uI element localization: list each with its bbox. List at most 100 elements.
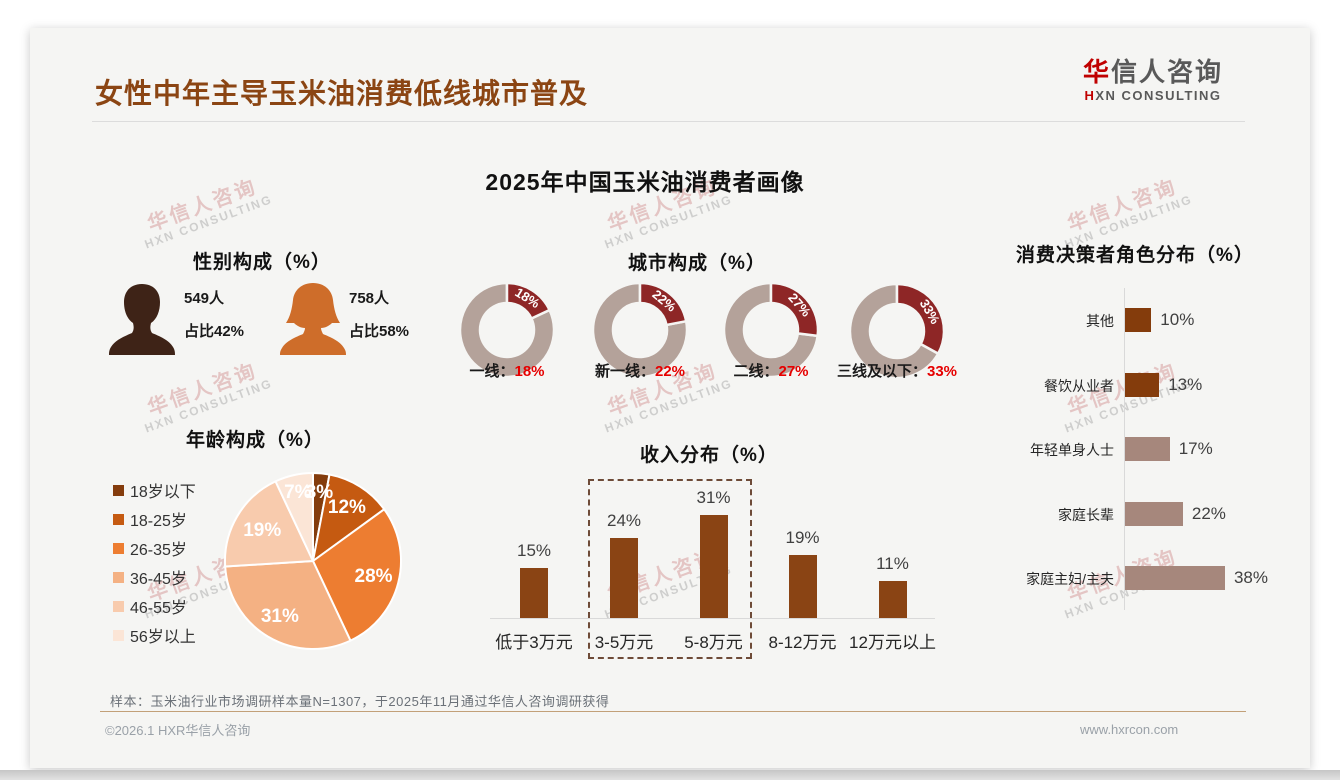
legend-item: 56岁以上 [113, 626, 196, 646]
legend-swatch [113, 484, 124, 496]
donut-rest-slice [591, 281, 689, 379]
income-bar [878, 581, 907, 618]
income-bar [520, 568, 548, 618]
income-bar [788, 554, 817, 618]
company-logo: 华信人咨询 HXN CONSULTING [1063, 57, 1243, 104]
donut-caption: 新一线：22% [555, 360, 725, 381]
donut-caption-value: 27% [778, 363, 809, 380]
sample-note: 样本：玉米油行业市场调研样本量N=1307，于2025年11月通过华信人咨询调研… [110, 694, 610, 709]
gender-section-title: 性别构成（%） [193, 252, 331, 273]
decision-bar-value: 13% [1168, 374, 1203, 394]
copyright-text: ©2026.1 HXR华信人咨询 [105, 723, 251, 738]
donut-caption: 三线及以下：33% [812, 360, 982, 381]
decision-category-label: 其他 [1086, 313, 1114, 329]
donut-chart: 33% [848, 282, 946, 380]
income-bar-value: 19% [785, 527, 820, 547]
donut-caption-name: 三线及以下： [836, 363, 927, 380]
legend-item: 18岁以下 [113, 481, 196, 501]
legend-swatch [113, 542, 124, 554]
decision-category-label: 家庭长辈 [1058, 506, 1114, 523]
pie-slice [224, 560, 352, 650]
logo-en-accent: H [1084, 87, 1096, 103]
female-icon [280, 283, 346, 355]
decision-category-label: 家庭主妇/主夫 [1026, 571, 1114, 587]
age-pie-chart [224, 472, 402, 650]
pie-slice-label: 7% [284, 482, 312, 504]
female-count: 758人 [349, 290, 390, 307]
decision-bar [1125, 308, 1152, 332]
logo-chinese: 华信人咨询 [1063, 57, 1243, 88]
male-icon [109, 284, 175, 355]
pie-slice-label: 3% [305, 481, 334, 503]
logo-cn-accent: 华 [1082, 57, 1111, 87]
pie-slice-label: 12% [327, 496, 366, 518]
decision-section-title: 消费决策者角色分布（%） [1016, 245, 1254, 266]
donut-chart: 22% [591, 281, 689, 379]
legend-label: 18-25岁 [130, 513, 187, 530]
decision-bar [1125, 372, 1160, 397]
window-bottom-strip [0, 770, 1340, 780]
donut-caption-name: 二线： [733, 363, 779, 380]
slide-card [30, 28, 1310, 768]
donut-highlight-slice [895, 282, 946, 356]
legend-item: 36-45岁 [113, 568, 187, 588]
decision-bar-value: 38% [1233, 568, 1268, 587]
website-url: www.hxrcon.com [1080, 722, 1179, 737]
donut-chart: 18% [458, 281, 556, 379]
donut-caption-value: 22% [654, 363, 686, 380]
decision-bar [1125, 437, 1170, 461]
chart-main-title: 2025年中国玉米油消费者画像 [485, 169, 805, 195]
income-category-label: 5-8万元 [684, 633, 743, 652]
donut-caption: 二线：27% [686, 360, 856, 381]
pie-slice [312, 473, 386, 562]
decision-category-label: 年轻单身人士 [1030, 442, 1114, 458]
income-category-label: 低于3万元 [495, 633, 573, 652]
income-bar-value: 11% [876, 554, 909, 574]
legend-label: 18岁以下 [130, 484, 196, 501]
donut-caption-name: 一线： [469, 363, 515, 380]
donut-highlight-slice [769, 281, 820, 338]
logo-en-rest: XN CONSULTING [1095, 87, 1222, 103]
donut-rest-slice [848, 282, 940, 380]
legend-swatch [113, 513, 124, 525]
decision-bar-value: 10% [1160, 310, 1195, 329]
donut-rest-slice [458, 281, 556, 379]
donut-rest-slice [722, 281, 820, 379]
legend-item: 46-55岁 [113, 597, 187, 617]
legend-swatch [113, 629, 124, 641]
legend-item: 18-25岁 [113, 510, 187, 530]
decision-category-label: 餐饮从业者 [1044, 377, 1114, 394]
income-bar [610, 538, 638, 618]
income-axis [490, 618, 935, 619]
city-section-title: 城市构成（%） [628, 253, 766, 274]
header-divider [92, 121, 1245, 122]
legend-label: 56岁以上 [130, 629, 196, 646]
decision-axis [1124, 288, 1125, 610]
donut-caption-value: 18% [514, 363, 545, 380]
donut-chart: 27% [722, 281, 820, 379]
pie-slice [274, 472, 314, 562]
income-category-label: 12万元以上 [849, 633, 936, 652]
male-share: 占比42% [184, 323, 245, 340]
income-bar-value: 24% [606, 511, 642, 531]
logo-english: HXN CONSULTING [1063, 87, 1243, 104]
legend-item: 26-35岁 [113, 539, 187, 559]
income-bar-value: 15% [516, 541, 552, 561]
income-category-label: 8-12万元 [768, 633, 837, 652]
legend-swatch [113, 600, 124, 612]
legend-label: 26-35岁 [130, 542, 187, 559]
decision-bar-value: 22% [1191, 503, 1226, 523]
donut-highlight-slice [505, 281, 552, 321]
decision-bar [1125, 501, 1183, 526]
income-highlight-box [588, 479, 752, 659]
donut-caption-value: 33% [926, 363, 958, 380]
pie-slice-label: 31% [260, 606, 299, 628]
legend-swatch [113, 571, 124, 583]
income-category-label: 3-5万元 [594, 633, 654, 652]
footer-divider [100, 711, 1246, 712]
pie-slice [312, 508, 402, 642]
pie-slice [224, 480, 314, 568]
logo-cn-rest: 信人咨询 [1111, 57, 1224, 87]
age-section-title: 年龄构成（%） [186, 430, 324, 451]
legend-label: 46-55岁 [130, 600, 187, 617]
